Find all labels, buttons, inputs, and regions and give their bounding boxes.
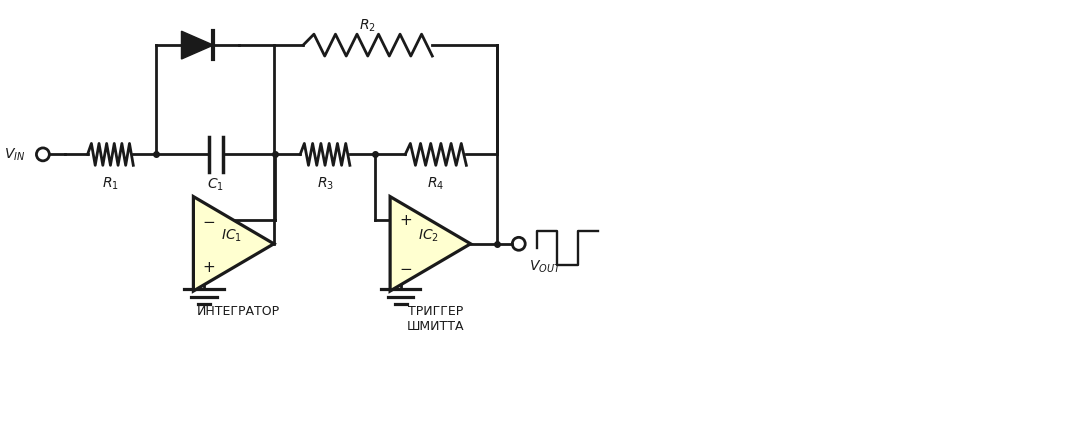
- Text: $V_{IN}$: $V_{IN}$: [3, 146, 25, 163]
- Text: $-$: $-$: [203, 213, 215, 227]
- Text: ТРИГГЕР
ШМИТТА: ТРИГГЕР ШМИТТА: [406, 305, 464, 334]
- Text: ИНТЕГРАТОР: ИНТЕГРАТОР: [197, 305, 280, 318]
- Text: $C_1$: $C_1$: [207, 176, 224, 193]
- Polygon shape: [390, 196, 470, 291]
- Text: $IC_1$: $IC_1$: [221, 227, 242, 244]
- Text: $+$: $+$: [203, 260, 215, 275]
- Text: $IC_2$: $IC_2$: [418, 227, 439, 244]
- Text: $R_3$: $R_3$: [317, 175, 334, 192]
- Text: $-$: $-$: [399, 260, 413, 275]
- Text: $V_{OUT}$: $V_{OUT}$: [529, 259, 562, 275]
- Text: $R_4$: $R_4$: [427, 175, 445, 192]
- Text: $+$: $+$: [399, 213, 413, 227]
- Text: $R_1$: $R_1$: [102, 175, 119, 192]
- Text: $R_2$: $R_2$: [359, 18, 376, 34]
- Polygon shape: [181, 31, 213, 59]
- Polygon shape: [193, 196, 274, 291]
